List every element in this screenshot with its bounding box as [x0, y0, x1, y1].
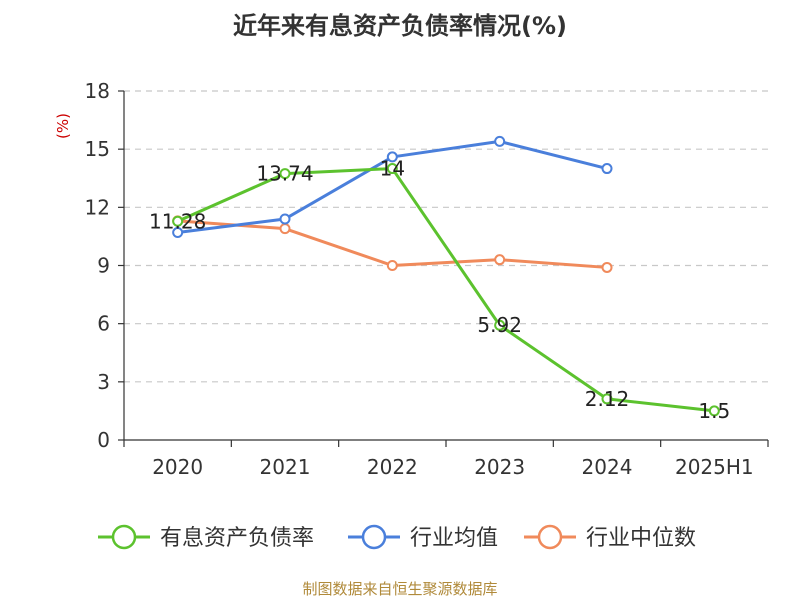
- legend-label: 行业中位数: [586, 526, 696, 551]
- data-point: [494, 319, 506, 331]
- data-label: 11.28: [149, 209, 206, 233]
- y-tick-label: 12: [85, 195, 110, 219]
- y-tick-label: 9: [97, 254, 110, 278]
- data-point: [279, 213, 291, 225]
- x-tick-label: 2024: [582, 455, 633, 479]
- data-point: [601, 261, 613, 273]
- legend-item-1: 行业均值: [348, 524, 498, 551]
- x-tick-label: 2023: [474, 455, 525, 479]
- legend-label: 行业均值: [410, 526, 498, 551]
- legend-item-2: 行业中位数: [524, 524, 696, 551]
- data-point: [386, 163, 398, 175]
- series-line: [177, 167, 715, 413]
- y-tick-label: 6: [97, 312, 110, 336]
- data-label: 13.74: [256, 162, 313, 186]
- series-0: [172, 163, 720, 417]
- legend-item-0: 有息资产负债率: [98, 524, 314, 551]
- data-point: [708, 405, 720, 417]
- x-tick-label: 2025H1: [675, 455, 754, 479]
- data-point: [601, 163, 613, 175]
- x-tick-label: 2020: [152, 455, 203, 479]
- legend: 有息资产负债率 行业均值 行业中位数: [98, 524, 696, 551]
- data-label: 2.12: [585, 387, 630, 411]
- axes: 0 3 6 9 12 15 18 2020 2021 2022 2023 2024 2025H1: [85, 79, 769, 479]
- chart-title: 近年来有息资产负债率情况(%): [233, 12, 567, 40]
- legend-marker: [361, 524, 387, 550]
- x-tick-label: 2021: [260, 455, 311, 479]
- y-tick-label: 0: [97, 428, 110, 452]
- data-point: [386, 260, 398, 271]
- y-axis-unit: (%): [54, 113, 72, 139]
- data-point: [172, 227, 184, 239]
- legend-label: 有息资产负债率: [160, 526, 314, 551]
- data-point: [279, 168, 291, 180]
- data-point: [494, 135, 506, 147]
- data-point: [172, 215, 184, 227]
- legend-marker: [537, 524, 563, 550]
- data-point: [601, 393, 613, 405]
- y-tick-label: 3: [97, 370, 110, 394]
- legend-marker: [111, 524, 137, 550]
- data-point: [386, 151, 398, 163]
- data-label: 14: [380, 157, 405, 181]
- series-layer: 11.28 13.74 14 5.92 2.12 1.5: [149, 135, 730, 423]
- x-tick-label: 2022: [367, 455, 418, 479]
- data-labels: 11.28 13.74 14 5.92 2.12 1.5: [149, 157, 730, 423]
- data-point: [279, 223, 291, 235]
- series-1: [172, 135, 613, 239]
- source-note: 制图数据来自恒生聚源数据库: [302, 580, 497, 598]
- data-label: 5.92: [477, 313, 522, 337]
- data-label: 1.5: [698, 399, 730, 423]
- y-tick-label: 18: [85, 79, 110, 103]
- y-tick-label: 15: [85, 137, 110, 161]
- grid-lines: [124, 90, 768, 383]
- data-point: [494, 254, 506, 266]
